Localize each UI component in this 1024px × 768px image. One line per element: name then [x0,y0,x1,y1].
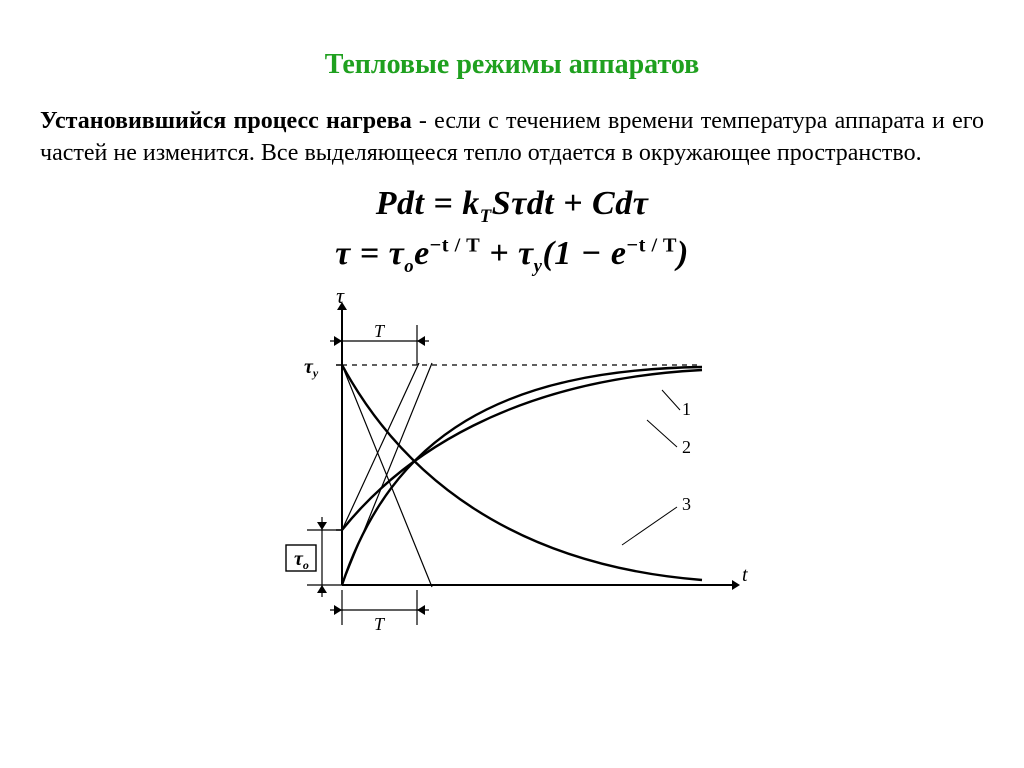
svg-text:t: t [742,564,748,586]
title-text: Тепловые режимы аппаратов [325,49,700,80]
svg-text:T: T [374,321,386,341]
definition-lead: Установившийся процесс нагрева [40,108,412,134]
svg-text:τo: τo [294,548,309,572]
svg-text:1: 1 [682,399,691,419]
svg-text:3: 3 [682,494,691,514]
chart-container: 1 2 3 T Tτ t τy τo [40,285,984,650]
equations-block: Pdt = kTSτdt + Cdτ τ = τoe−t / T + τy(1 … [40,180,984,280]
svg-text:τy: τy [304,356,319,380]
svg-text:T: T [374,614,386,634]
equation-1: Pdt = kTSτdt + Cdτ [40,180,984,230]
svg-text:2: 2 [682,437,691,457]
page-title: Тепловые режимы аппаратов [40,49,984,81]
equation-2: τ = τoe−t / T + τy(1 − e−t / T) [40,230,984,280]
definition-paragraph: Установившийся процесс нагрева - если с … [40,105,984,170]
svg-text:τ: τ [336,285,345,308]
heating-curves-chart: 1 2 3 T Tτ t τy τo [252,285,772,645]
